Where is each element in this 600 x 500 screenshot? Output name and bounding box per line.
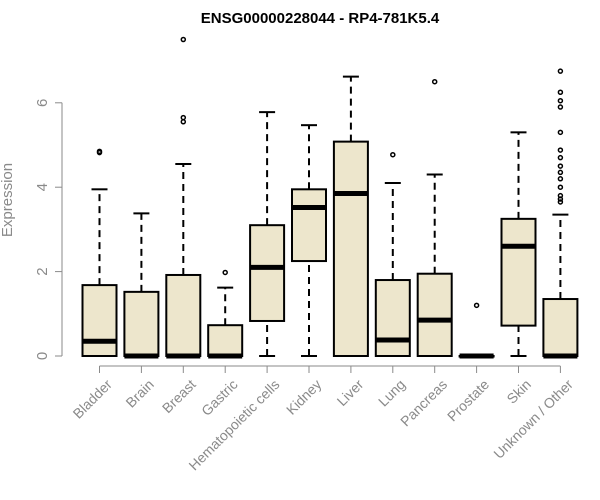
outlier-breast-1 <box>180 114 187 121</box>
chart-title: ENSG00000228044 - RP4-781K5.4 <box>201 10 440 27</box>
box-gastric <box>207 324 244 357</box>
outlier-unknown-other-12 <box>557 89 564 95</box>
box-skin <box>500 217 537 327</box>
y-tick-label-1: 2 <box>34 267 51 275</box>
outlier-unknown-other-10 <box>557 104 564 110</box>
outlier-unknown-other-8 <box>557 147 564 153</box>
outlier-breast-2 <box>180 36 187 43</box>
x-label-skin: Skin <box>503 376 534 407</box>
outlier-unknown-other-11 <box>557 97 564 104</box>
y-tick-label-2: 4 <box>34 183 51 191</box>
outlier-bladder-1 <box>96 148 103 155</box>
x-label-breast: Breast <box>159 376 199 416</box>
x-label-prostate: Prostate <box>444 376 492 424</box>
outlier-unknown-other-3 <box>557 184 564 190</box>
box-hematopoietic-cells <box>249 224 286 322</box>
outlier-unknown-other-5 <box>557 169 564 176</box>
box-liver <box>332 140 369 357</box>
box-pancreas <box>416 272 453 357</box>
outlier-unknown-other-13 <box>557 68 564 74</box>
outlier-unknown-other-6 <box>557 163 564 169</box>
outlier-prostate-0 <box>473 302 480 309</box>
box-lung <box>374 279 411 358</box>
outlier-unknown-other-2 <box>557 192 564 199</box>
x-label-liver: Liver <box>334 376 367 409</box>
outlier-unknown-other-9 <box>557 129 564 136</box>
outlier-unknown-other-4 <box>557 176 564 182</box>
x-label-kidney: Kidney <box>283 376 325 418</box>
y-tick-label-0: 0 <box>34 352 51 360</box>
outlier-unknown-other-7 <box>557 154 564 161</box>
box-unknown-other <box>542 298 579 357</box>
x-label-unknown-other: Unknown / Other <box>490 376 576 462</box>
outlier-lung-0 <box>390 151 396 158</box>
y-tick-label-3: 6 <box>34 99 51 107</box>
y-axis-label: Expression <box>0 163 16 237</box>
outlier-pancreas-0 <box>431 78 438 85</box>
box-breast <box>165 273 202 358</box>
box-brain <box>123 290 160 357</box>
box-kidney <box>291 188 327 263</box>
box-bladder <box>81 284 118 358</box>
x-label-lung: Lung <box>375 376 408 409</box>
x-label-pancreas: Pancreas <box>397 376 450 429</box>
x-label-brain: Brain <box>122 376 156 410</box>
x-label-bladder: Bladder <box>70 376 116 422</box>
outlier-gastric-0 <box>222 269 228 276</box>
outlier-breast-0 <box>180 119 187 125</box>
outlier-unknown-other-0 <box>557 199 564 205</box>
